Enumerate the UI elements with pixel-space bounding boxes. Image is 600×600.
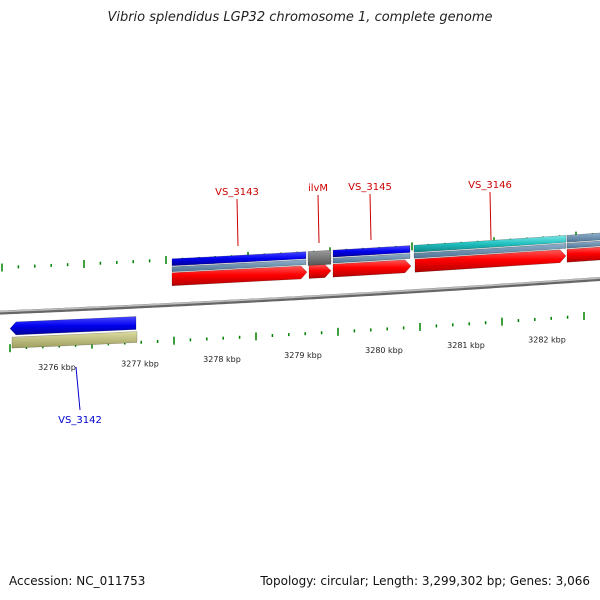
scale-label-kbp: 3281 kbp	[447, 341, 485, 350]
gene-bar-VS_3143	[171, 251, 307, 267]
genome-stats-text: Topology: circular; Length: 3,299,302 bp…	[260, 574, 590, 588]
mrna-bar-VS_3146	[413, 243, 567, 259]
scale-label-kbp: 3282 kbp	[528, 336, 566, 345]
scale-label-kbp: 3277 kbp	[121, 359, 159, 368]
cds-arrow-ilvM	[308, 264, 332, 279]
backbone-shadow	[0, 276, 600, 315]
mrna-bar-VS_3143	[171, 259, 307, 273]
gene-label-leader	[236, 198, 239, 247]
gene-bar-VS_3145	[332, 245, 411, 258]
backbone	[0, 276, 600, 315]
scale-label-kbp: 3280 kbp	[365, 346, 403, 355]
gene-label-leader	[317, 194, 320, 244]
scale-label-kbp: 3278 kbp	[203, 355, 241, 364]
gene-bar-next	[566, 232, 600, 243]
map-title: Vibrio splendidus LGP32 chromosome 1, co…	[107, 10, 493, 25]
scale-labels: 3276 kbp 3277 kbp 3278 kbp 3279 kbp 3280 kbp…	[38, 336, 566, 373]
backbone-highlight	[0, 277, 600, 313]
gene-label: VS_3146	[468, 180, 512, 191]
gene-arrow-VS_3142	[9, 316, 137, 336]
cds-arrow-VS_3143	[171, 265, 308, 287]
gene-label-leader	[489, 191, 492, 241]
scale-label-kbp: 3279 kbp	[284, 351, 322, 360]
gene-labels: VS_3143 ilvM VS_3145 VS_3146 VS_3142	[58, 180, 512, 426]
scale-label-kbp: 3276 kbp	[38, 363, 76, 372]
cds-bar-next	[566, 246, 600, 263]
gene-label-leader	[75, 366, 81, 411]
mrna-bar-VS_3142	[11, 331, 138, 349]
gene-label: ilvM	[308, 183, 328, 194]
mrna-bar-next	[566, 240, 600, 249]
feature-tracks	[9, 232, 600, 349]
cds-arrow-VS_3146	[414, 249, 567, 273]
gene-label: VS_3143	[215, 187, 259, 198]
gene-label-leader	[369, 193, 372, 241]
gene-bar-VS_3146	[413, 235, 567, 253]
accession-text: Accession: NC_011753	[9, 574, 146, 588]
mrna-bar-VS_3145	[332, 253, 411, 264]
cds-arrow-VS_3145	[332, 259, 412, 278]
gene-label: VS_3142	[58, 415, 102, 426]
gene-label: VS_3145	[348, 182, 392, 193]
gene-bar-ilvM	[307, 249, 332, 266]
